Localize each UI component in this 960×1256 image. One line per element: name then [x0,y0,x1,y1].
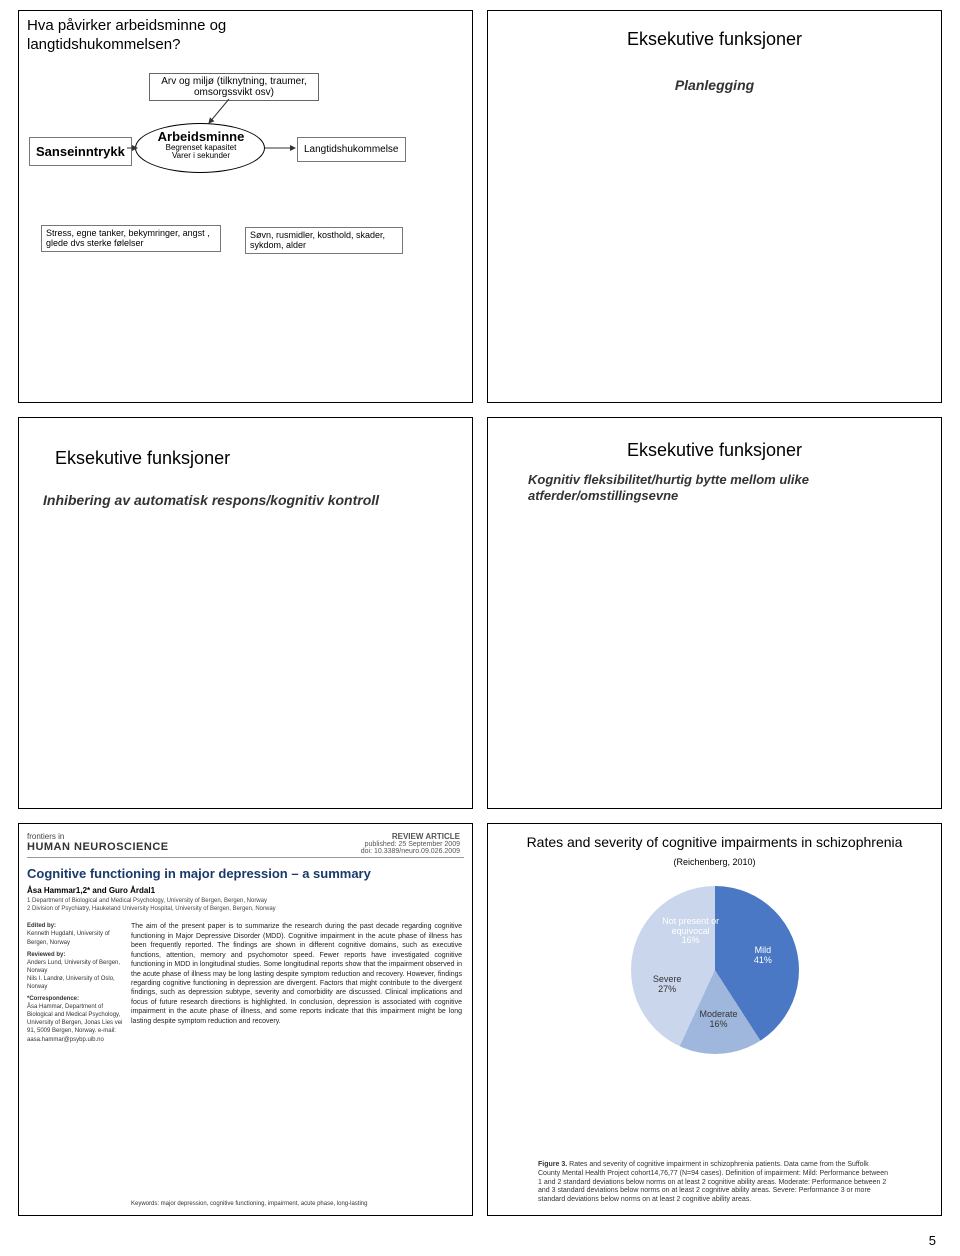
panel-2: Eksekutive funksjoner Planlegging [487,10,942,403]
slide-grid: Hva påvirker arbeidsminne og langtidshuk… [0,0,960,1256]
panel5-keywords: Keywords: major depression, cognitive fu… [131,1201,462,1207]
panel-3-inner: Eksekutive funksjoner Inhibering av auto… [19,418,472,809]
panel4-title: Eksekutive funksjoner [488,440,941,461]
panel-6: Rates and severity of cognitive impairme… [487,823,942,1216]
panel3-title: Eksekutive funksjoner [55,448,230,469]
panel6-title: Rates and severity of cognitive impairme… [502,834,927,869]
panel5-review-block: REVIEW ARTICLE published: 25 September 2… [361,832,460,855]
panel-5: frontiers in HUMAN NEUROSCIENCE REVIEW A… [18,823,473,1216]
panel5-edited: Kenneth Hugdahl, University of Bergen, N… [27,930,125,946]
panel-3: Eksekutive funksjoner Inhibering av auto… [18,417,473,810]
pie-slice-label: Severe27% [631,975,703,995]
panel5-pub: published: 25 September 2009 [361,841,460,848]
panel6-caption-text: Rates and severity of cognitive impairme… [538,1161,888,1203]
panel5-corr: Åsa Hammar, Department of Biological and… [27,1003,125,1043]
panel-2-inner: Eksekutive funksjoner Planlegging [488,11,941,402]
panel5-rev1: Anders Lund, University of Bergen, Norwa… [27,959,125,975]
panel1-stress: Stress, egne tanker, bekymringer, angst … [41,225,221,252]
panel6-title-ref: (Reichenberg, 2010) [673,857,755,867]
panel-4-inner: Eksekutive funksjoner Kognitiv fleksibil… [488,418,941,809]
panel2-title: Eksekutive funksjoner [488,29,941,50]
panel5-title: Cognitive functioning in major depressio… [27,866,371,881]
panel4-sub: Kognitiv fleksibilitet/hurtig bytte mell… [528,472,911,505]
pie-slice-label: Moderate16% [682,1010,754,1030]
pie-slice-label: Mild41% [727,946,799,966]
panel5-affil2: 2 Division of Psychiatry, Haukeland Univ… [27,906,437,914]
panel6-caption: Figure 3. Rates and severity of cognitiv… [538,1161,891,1205]
panel-1: Hva påvirker arbeidsminne og langtidshuk… [18,10,473,403]
panel-4: Eksekutive funksjoner Kognitiv fleksibil… [487,417,942,810]
pie-slice-label: Not present or equivocal16% [655,917,727,947]
panel5-affil1: 1 Department of Biological and Medical P… [27,898,437,906]
panel6-title-main: Rates and severity of cognitive impairme… [527,834,903,850]
panel1-arrows [19,11,319,161]
panel5-leftcol: Edited by: Kenneth Hugdahl, University o… [27,922,125,1043]
panel5-edited-label: Edited by: [27,922,125,930]
panel-6-inner: Rates and severity of cognitive impairme… [488,824,941,1215]
panel3-sub: Inhibering av automatisk respons/kogniti… [43,492,448,508]
panel-5-inner: frontiers in HUMAN NEUROSCIENCE REVIEW A… [19,824,472,1215]
panel5-doi: doi: 10.3389/neuro.09.026.2009 [361,848,460,855]
panel5-abstract: The aim of the present paper is to summa… [131,922,462,1026]
panel5-rev-label: Reviewed by: [27,951,125,959]
panel6-caption-lead: Figure 3. [538,1161,567,1168]
panel5-rev2: Nils I. Landrø, University of Oslo, Norw… [27,975,125,991]
panel-1-inner: Hva påvirker arbeidsminne og langtidshuk… [19,11,472,402]
panel5-authors: Åsa Hammar1,2* and Guro Årdal1 [27,886,155,895]
panel5-affil: 1 Department of Biological and Medical P… [27,898,437,913]
panel2-sub: Planlegging [488,77,941,93]
panel1-sovn: Søvn, rusmidler, kosthold, skader, sykdo… [245,227,403,254]
panel5-review: REVIEW ARTICLE [361,832,460,841]
panel5-corr-label: *Correspondence: [27,995,125,1003]
page-number: 5 [929,1233,936,1248]
